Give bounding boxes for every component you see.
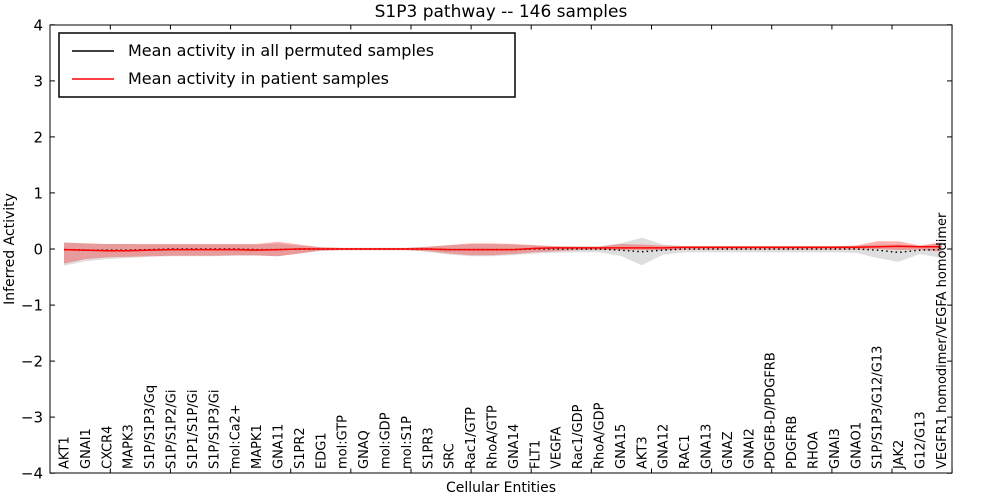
category-label: S1P1/S1P/Gi	[186, 390, 201, 469]
category-label: MAPK3	[122, 424, 137, 469]
category-label: AKT3	[635, 436, 650, 469]
x-category-labels: AKT1 GNAI1 CXCR4 MAPK3 S1P/S1P3/Gq S1P/S1P2/G…	[58, 212, 950, 470]
category-label: PDGFB-D/PDGFRB	[764, 352, 779, 469]
category-label: S1P/S1P3/Gq	[143, 385, 158, 469]
category-label: FLT1	[528, 440, 543, 469]
y-tick-label: −3	[21, 409, 43, 427]
category-label: AKT1	[58, 436, 73, 469]
category-label: mol:GTP	[336, 415, 351, 469]
legend-box	[58, 32, 516, 98]
category-label: GNA12	[657, 424, 672, 469]
category-label: S1P/S1P3/G12/G13	[871, 346, 886, 469]
y-tick-label: −1	[21, 297, 43, 315]
x-axis-label: Cellular Entities	[446, 480, 556, 496]
category-label: VEGFA	[550, 427, 565, 469]
category-label: PDGFRB	[785, 416, 800, 469]
y-tick-labels: 4 3 2 1 0 −1 −2 −3 −4	[21, 16, 43, 482]
category-label: RAC1	[678, 434, 693, 469]
legend-patient-label: Mean activity in patient samples	[128, 69, 389, 88]
category-label: GNAO1	[849, 422, 864, 469]
category-label: GNAI1	[79, 428, 94, 469]
category-label: GNA14	[507, 424, 522, 469]
category-label: MAPK1	[250, 424, 265, 469]
category-label: SRC	[443, 443, 458, 469]
category-label: mol:Ca2+	[229, 404, 244, 469]
permuted-std-band	[64, 237, 942, 266]
category-label: JAK2	[892, 440, 907, 470]
category-label: GNAZ	[721, 431, 736, 469]
y-tick-label: −4	[21, 465, 43, 483]
category-label: Rac1/GDP	[571, 404, 586, 469]
legend: Mean activity in all permuted samples Me…	[58, 32, 516, 98]
y-tick-label: 3	[33, 72, 43, 90]
axis-ticks	[50, 24, 953, 474]
category-label: EDG1	[314, 432, 329, 469]
confidence-bands	[64, 237, 942, 266]
series-lines	[63, 245, 942, 254]
category-label: GNAQ	[357, 430, 372, 469]
category-label: GNA13	[700, 424, 715, 469]
category-label: S1PR2	[293, 427, 308, 469]
category-label: GNA11	[272, 424, 287, 469]
category-label: VEGFR1 homodimer/VEGFA homodimer	[935, 212, 950, 469]
y-tick-label: 2	[33, 128, 43, 146]
category-label: GNA15	[614, 424, 629, 469]
y-tick-label: 1	[33, 184, 43, 202]
category-label: S1PR3	[421, 427, 436, 469]
category-label: mol:S1P	[400, 416, 415, 469]
category-label: GNAI2	[742, 428, 757, 469]
category-label: RhoA/GDP	[593, 402, 608, 469]
category-label: RhoA/GTP	[486, 405, 501, 469]
chart-title: S1P3 pathway -- 146 samples	[375, 2, 628, 22]
y-tick-label: 0	[33, 241, 43, 259]
category-label: RHOA	[807, 431, 822, 469]
category-label: S1P/S1P2/Gi	[165, 390, 180, 469]
category-label: S1P/S1P3/Gi	[207, 390, 222, 469]
y-tick-label: 4	[33, 16, 43, 34]
category-label: GNAI3	[828, 428, 843, 469]
y-axis-label: Inferred Activity	[2, 193, 18, 305]
y-tick-label: −2	[21, 353, 43, 371]
category-label: Rac1/GTP	[464, 407, 479, 469]
category-label: CXCR4	[100, 426, 115, 469]
category-label: mol:GDP	[379, 412, 394, 469]
legend-permuted-label: Mean activity in all permuted samples	[128, 41, 434, 60]
patient-mean-line	[63, 245, 942, 252]
category-label: G12/G13	[914, 411, 929, 469]
